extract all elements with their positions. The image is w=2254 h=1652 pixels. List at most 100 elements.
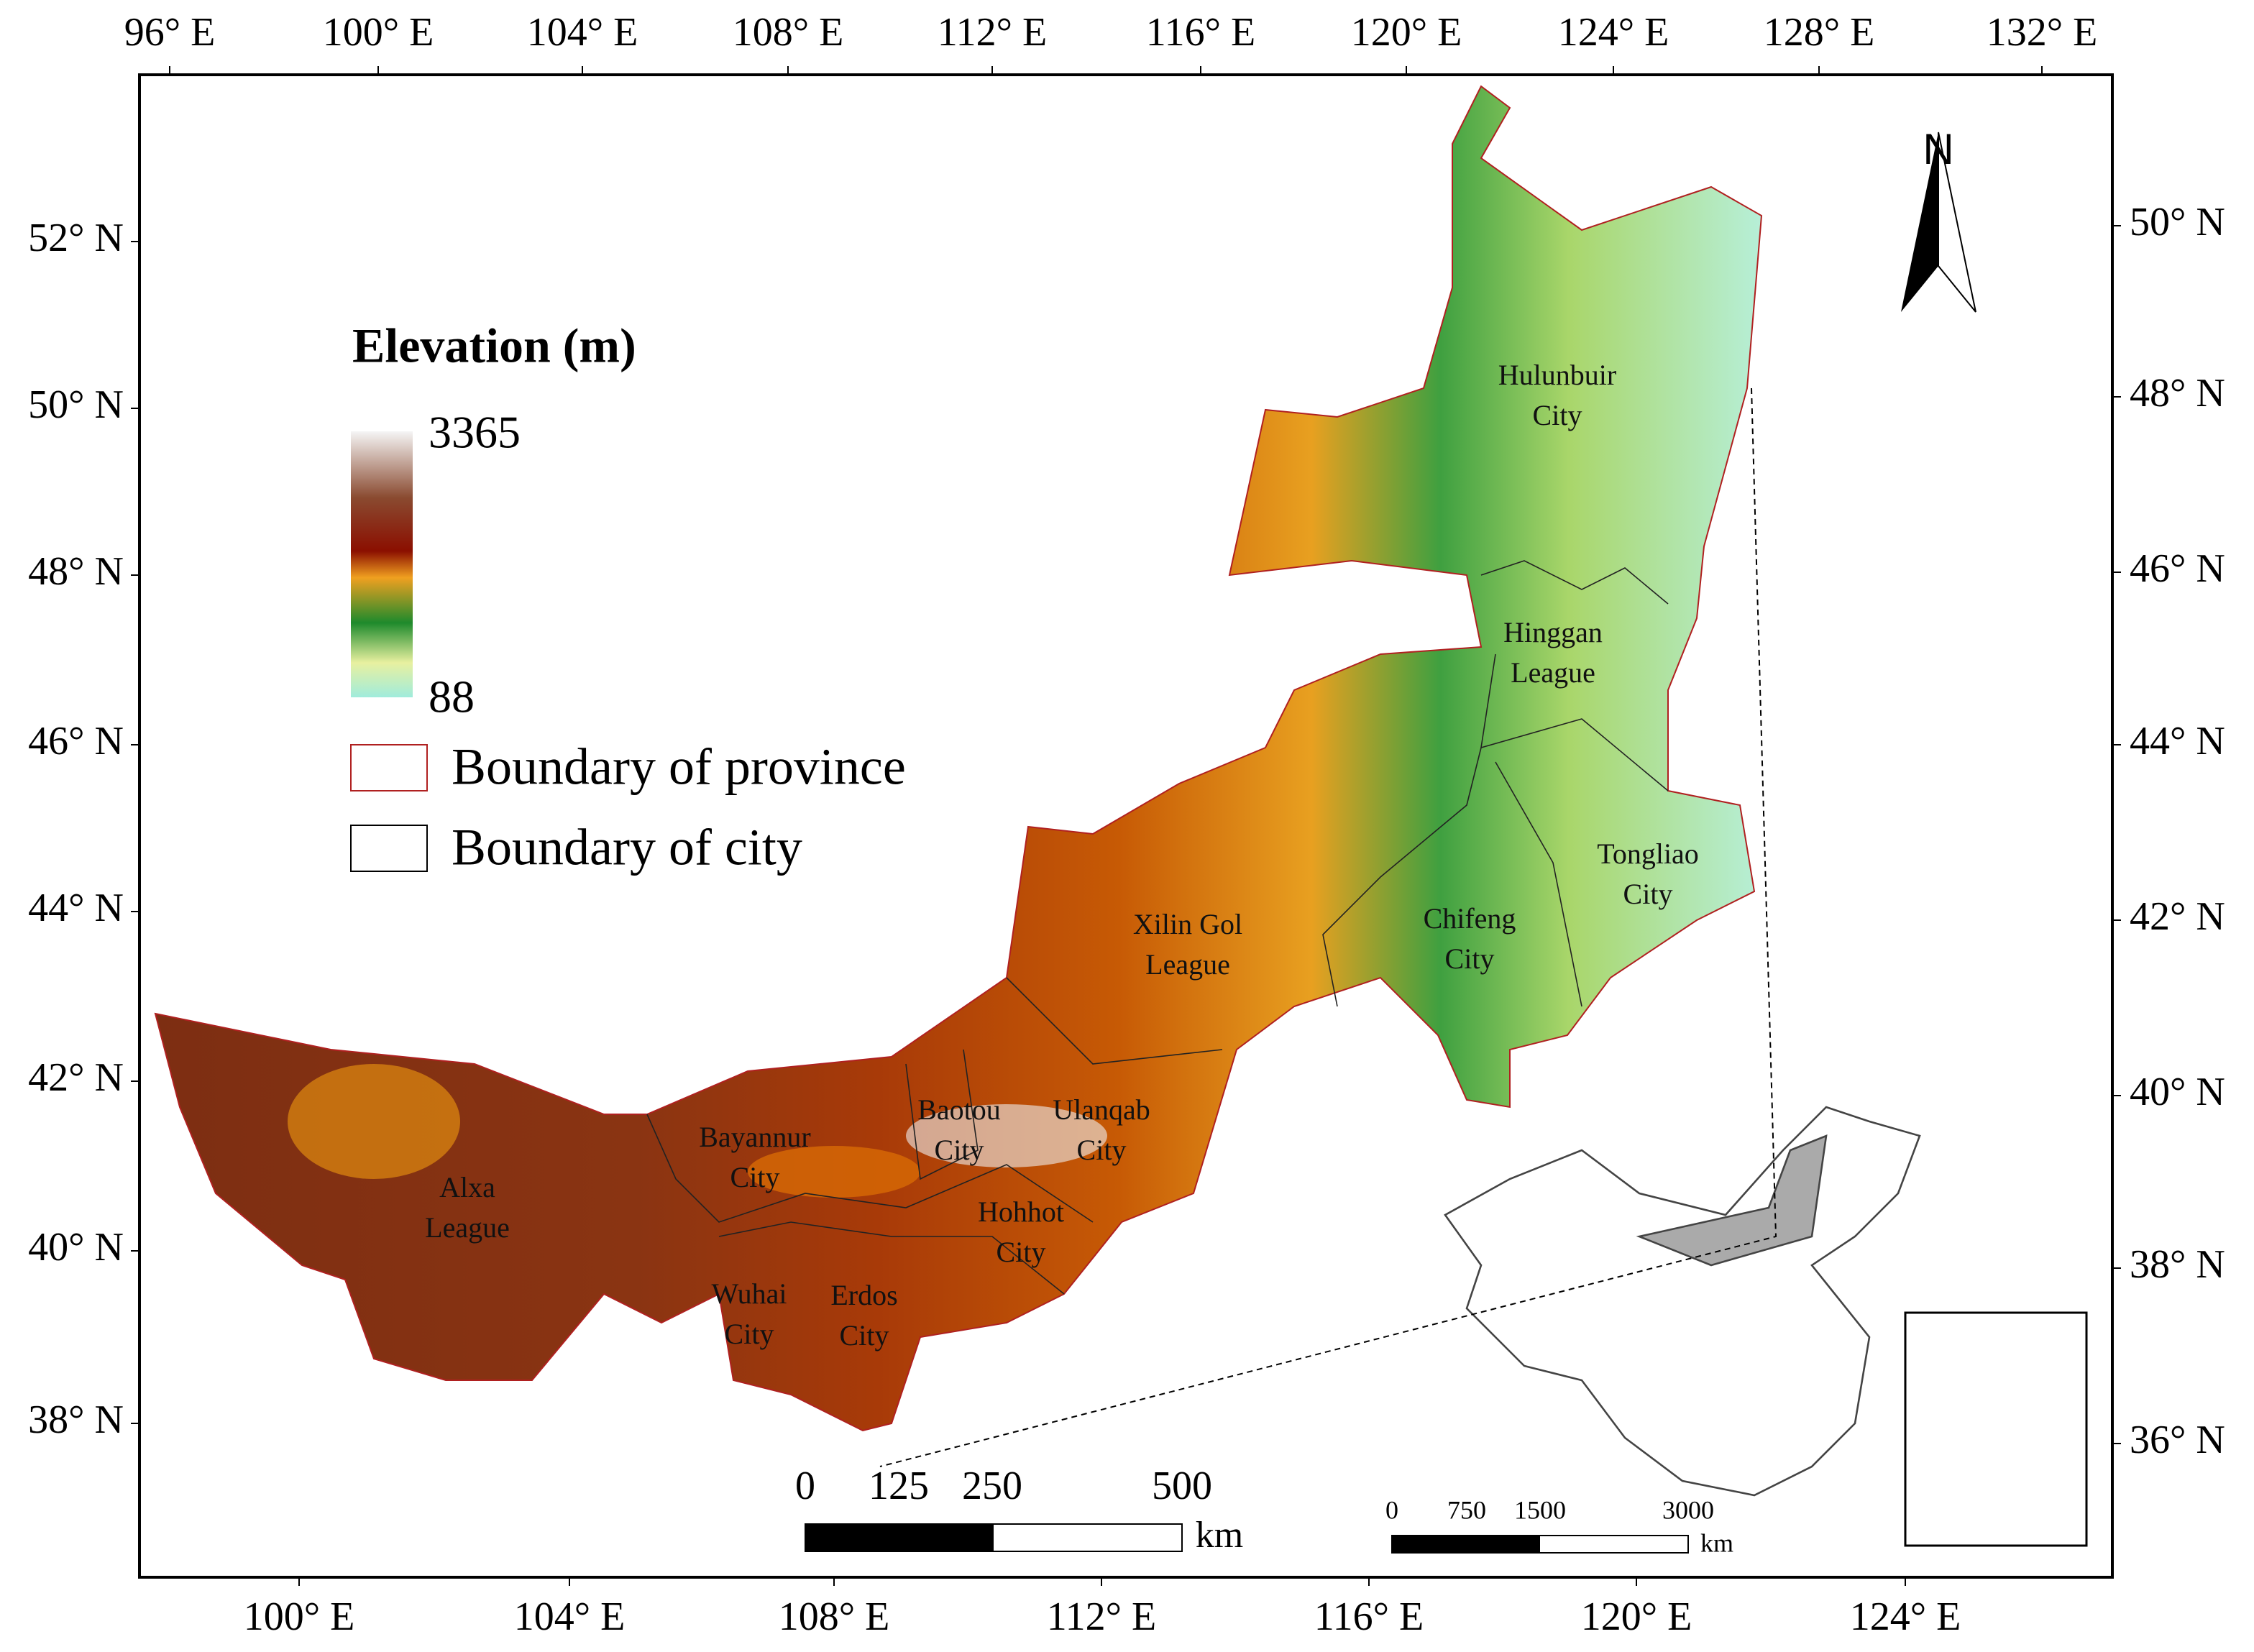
scale-label: 1500 [1514, 1495, 1566, 1524]
city-boundary [1480, 560, 1669, 605]
north-arrow [1901, 132, 1938, 312]
top-label: 120° E [1351, 10, 1462, 55]
region-label: Hohhot [978, 1196, 1064, 1228]
left-label: 42° N [28, 1055, 124, 1100]
city-boundaries [646, 560, 1669, 1295]
region-label: City [997, 1236, 1046, 1268]
right-label: 38° N [2130, 1242, 2225, 1287]
terrain-patch [748, 1146, 920, 1198]
scale-label: 125 [869, 1464, 929, 1508]
region-label: Erdos [830, 1279, 897, 1311]
region-label: City [1445, 942, 1495, 975]
top-label: 132° E [1987, 10, 2098, 55]
legend-colorbar [351, 431, 413, 697]
region-label: City [1533, 399, 1582, 431]
scale-label: 250 [962, 1464, 1022, 1508]
china-outline [1444, 1106, 1921, 1497]
right-label: 46° N [2130, 546, 2225, 591]
province-shape [154, 85, 1763, 1432]
city-boundary [1495, 761, 1582, 1007]
bottom-label: 124° E [1850, 1594, 1961, 1639]
legend-swatch [350, 825, 428, 872]
scale-unit: km [1700, 1528, 1733, 1557]
region-label: Ulanqab [1053, 1093, 1150, 1126]
highlight-province [1636, 1134, 1828, 1267]
region-label: Hulunbuir [1498, 359, 1616, 391]
right-label: 44° N [2130, 719, 2225, 763]
scale-label: 500 [1152, 1464, 1212, 1508]
region-label: City [935, 1134, 984, 1166]
legend-min: 88 [429, 671, 475, 722]
legend-max: 3365 [429, 407, 521, 458]
bottom-label: 100° E [244, 1594, 355, 1639]
region-label: Xilin Gol [1133, 908, 1242, 940]
map-frame [138, 73, 2114, 1579]
top-label: 116° E [1146, 10, 1256, 55]
city-boundary [1006, 977, 1223, 1065]
top-label: 128° E [1764, 10, 1875, 55]
left-label: 44° N [28, 886, 124, 930]
city-boundary [646, 1114, 1094, 1223]
terrain-patch [288, 1064, 460, 1179]
top-label: 124° E [1558, 10, 1669, 55]
china-inset [1444, 1106, 1921, 1497]
region-label: Baotou [917, 1093, 1001, 1126]
city-boundary [718, 1221, 1065, 1295]
top-label: 104° E [527, 10, 638, 55]
bottom-label: 108° E [779, 1594, 890, 1639]
region-label: City [1077, 1134, 1127, 1166]
right-label: 50° N [2130, 200, 2225, 244]
right-label: 42° N [2130, 894, 2225, 939]
scale-label: 0 [795, 1464, 815, 1508]
scale-label: 0 [1385, 1495, 1398, 1524]
legend-label: Boundary of province [452, 738, 906, 796]
region-label: City [725, 1318, 774, 1350]
left-label: 48° N [28, 549, 124, 594]
left-label: 52° N [28, 216, 124, 260]
city-boundary [905, 1049, 979, 1180]
left-label: 50° N [28, 382, 124, 427]
region-label: Chifeng [1424, 902, 1516, 935]
leader-line [879, 387, 1777, 1467]
legend-title: Elevation (m) [352, 318, 636, 373]
top-label: 96° E [124, 10, 216, 55]
legend-label: Boundary of city [452, 819, 802, 876]
left-label: 38° N [28, 1398, 124, 1442]
bottom-label: 104° E [514, 1594, 626, 1639]
region-label: City [730, 1161, 780, 1193]
bottom-label: 112° E [1047, 1594, 1157, 1639]
scale-label: 3000 [1662, 1495, 1714, 1524]
region-label: League [1511, 656, 1595, 689]
right-label: 40° N [2130, 1070, 2225, 1114]
south-sea-inset [1904, 1311, 2088, 1547]
bottom-label: 120° E [1581, 1594, 1692, 1639]
north-label: N [1923, 125, 1953, 173]
top-label: 100° E [323, 10, 434, 55]
scale-label: 750 [1447, 1495, 1486, 1524]
scale-bar-fill [1392, 1536, 1540, 1553]
terrain-patch [906, 1104, 1107, 1167]
region-label: Alxa [439, 1171, 495, 1203]
region-label: Bayannur [699, 1121, 811, 1153]
left-label: 40° N [28, 1225, 124, 1270]
region-label: League [1145, 948, 1230, 981]
region-label: League [425, 1211, 510, 1244]
left-label: 46° N [28, 719, 124, 763]
scale-bar-fill [805, 1524, 994, 1551]
bottom-label: 116° E [1314, 1594, 1424, 1639]
region-label: Tongliao [1597, 838, 1699, 870]
region-label: Wuhai [711, 1277, 787, 1310]
scale-unit: km [1196, 1515, 1243, 1556]
region-label: City [840, 1319, 889, 1352]
top-label: 112° E [938, 10, 1048, 55]
legend-swatch [350, 744, 428, 791]
top-label: 108° E [733, 10, 844, 55]
right-label: 48° N [2130, 371, 2225, 416]
city-boundary [1480, 653, 1669, 791]
region-label: City [1623, 878, 1673, 910]
region-label: Hinggan [1503, 616, 1603, 648]
city-boundary [1322, 747, 1482, 1007]
right-label: 36° N [2130, 1418, 2225, 1462]
